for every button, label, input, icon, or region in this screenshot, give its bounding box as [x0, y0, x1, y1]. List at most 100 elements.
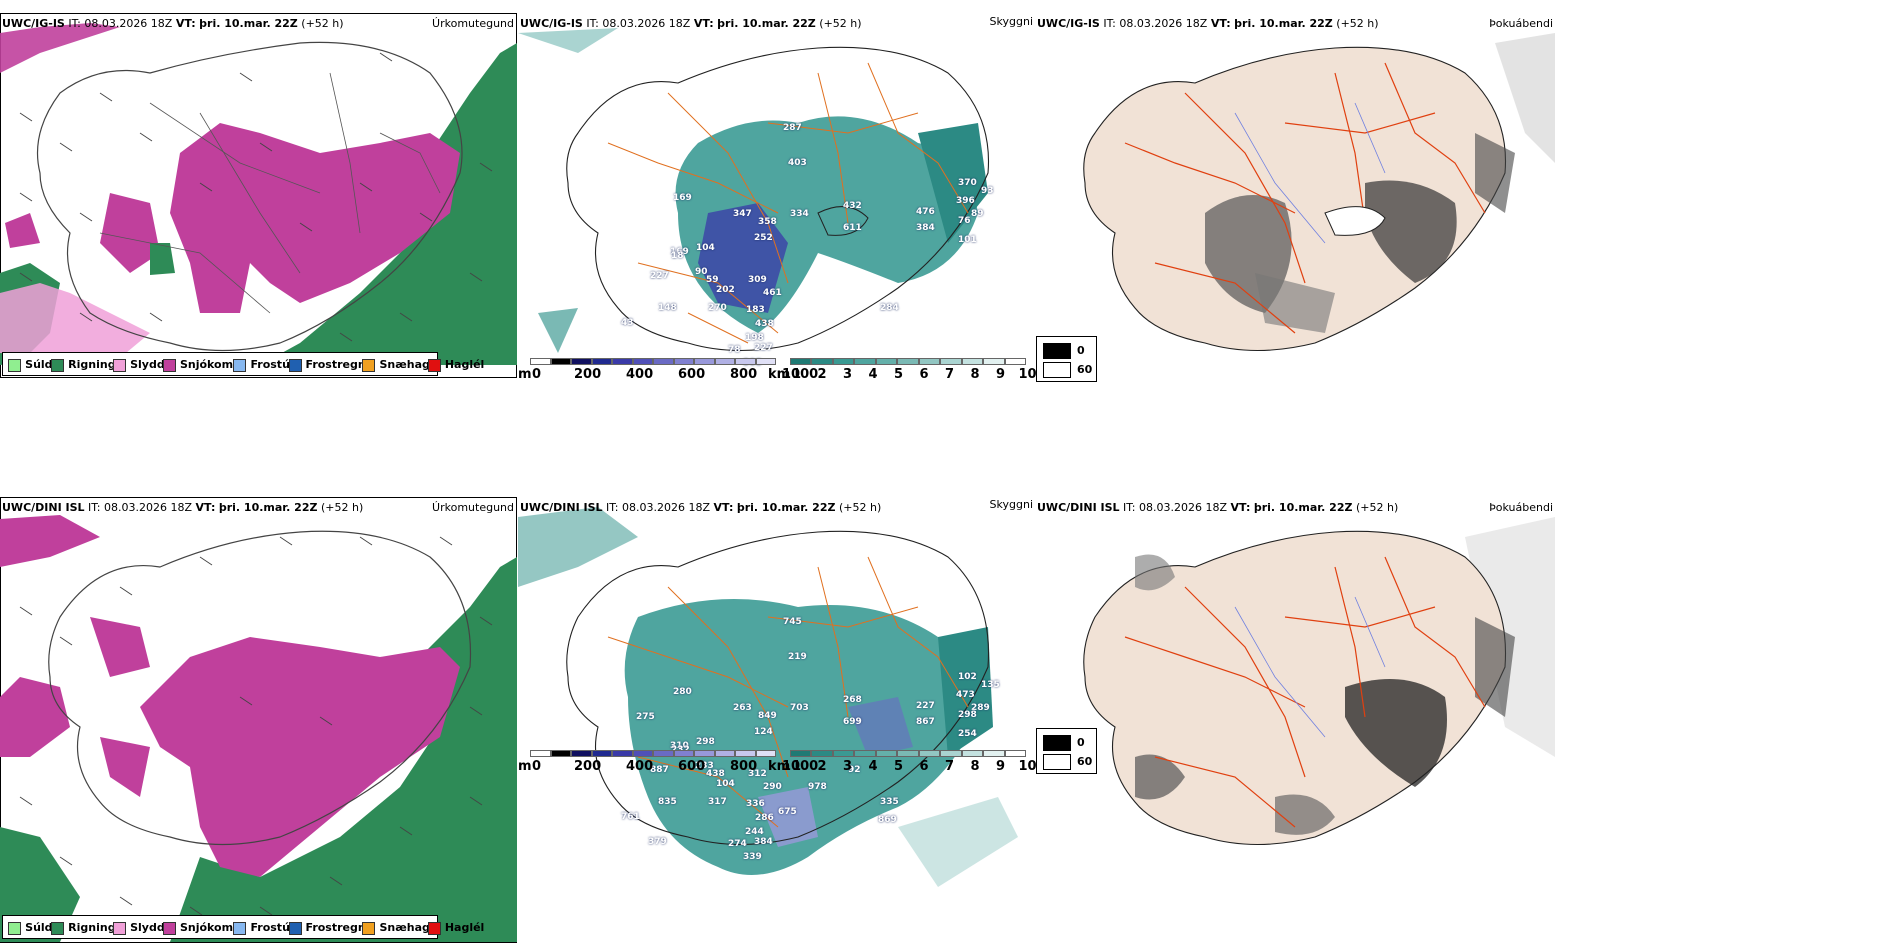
cloud-base-value: 310	[670, 741, 689, 751]
cloud-base-value: 89	[971, 209, 984, 219]
colorbar-segment	[530, 358, 551, 365]
colorbar-tick: 200	[574, 367, 602, 382]
legend-label: Snjókoma	[179, 921, 241, 934]
legend-swatch	[8, 358, 22, 372]
cloud-base-value: 275	[636, 712, 655, 722]
colorbar-tick: 0	[532, 367, 542, 382]
cloud-base-value: 745	[783, 617, 802, 627]
cloud-base-panel-bottom: Skyggni 745 219 280 268 703 849 699 227 867 254 10…	[518, 497, 1035, 897]
colorbar-segment	[714, 358, 735, 365]
colorbar-tick: 9	[996, 759, 1006, 774]
precip-legend-item: Snjókoma	[162, 358, 241, 372]
cloud-base-map	[518, 497, 1035, 897]
cloud-base-value: 312	[748, 769, 767, 779]
legend-label: Snjókoma	[179, 358, 241, 371]
cloud-base-value: 263	[733, 703, 752, 713]
fog-index-panel-top: UWC/IG-IS IT: 08.03.2026 18Z VT: þri. 10…	[1035, 13, 1555, 378]
colorbar-segment	[530, 750, 551, 757]
colorbar-tick: 1000	[782, 367, 819, 382]
cloud-base-value: 309	[748, 275, 767, 285]
colorbar-segment	[940, 358, 962, 365]
precip-legend-item: Súld	[8, 921, 53, 935]
colorbar-tick: 8	[970, 367, 980, 382]
cloud-base-value: 219	[788, 652, 807, 662]
cloud-base-value: 135	[981, 680, 1000, 690]
colorbar-segment	[875, 750, 898, 757]
legend-label: Slydda	[130, 358, 173, 371]
colorbar-tick: 10	[1018, 367, 1037, 382]
legend-label: Snæhagl	[379, 921, 434, 934]
colorbar-tick: 800	[730, 367, 758, 382]
colorbar-segment	[983, 750, 1005, 757]
product-label: Úrkomutegund	[432, 17, 514, 30]
cloud-base-value: 287	[783, 123, 802, 133]
colorbar-segment	[673, 358, 694, 365]
cloud-base-value: 104	[716, 779, 735, 789]
cloud-base-value: 336	[746, 799, 765, 809]
cloud-base-value: 298	[958, 710, 977, 720]
colorbar-segment	[811, 358, 833, 365]
precip-type-map	[0, 13, 517, 378]
cloud-base-value: 978	[808, 782, 827, 792]
legend-swatch	[427, 921, 441, 935]
cloud-base-value: 384	[916, 223, 935, 233]
cloud-base-map	[518, 13, 1035, 378]
colorbar-segment	[897, 358, 919, 365]
panel-title: UWC/DINI ISL IT: 08.03.2026 18Z VT: þri.…	[2, 501, 364, 514]
legend-label: Rigning	[68, 358, 116, 371]
colorbar-tick: 4	[868, 367, 878, 382]
product-label: Úrkomutegund	[432, 501, 514, 514]
legend-label: Súld	[25, 921, 53, 934]
cloud-base-value: 347	[733, 209, 752, 219]
colorbar-segment	[961, 358, 984, 365]
cloud-base-value: 92	[848, 765, 861, 775]
legend-swatch	[113, 358, 127, 372]
colorbar-segment	[632, 358, 653, 365]
legend-swatch	[8, 921, 22, 935]
legend-label: Frostregn	[305, 921, 366, 934]
cloud-base-value: 286	[755, 813, 774, 823]
legend-label: Rigning	[68, 921, 116, 934]
legend-label: Slydda	[130, 921, 173, 934]
colorbar-tick: 1	[792, 759, 802, 774]
colorbar-tick: 10	[1018, 759, 1037, 774]
legend-swatch	[162, 921, 176, 935]
cloud-base-value: 227	[650, 271, 669, 281]
colorbar-segment	[940, 750, 962, 757]
cloud-base-value: 252	[754, 233, 773, 243]
colorbar-tick: 7	[945, 759, 955, 774]
colorbar-segment	[632, 750, 653, 757]
cloud-base-value: 761	[621, 812, 640, 822]
legend-swatch	[1043, 362, 1071, 378]
colorbar-segment	[735, 358, 756, 365]
legend-label: Snæhagl	[379, 358, 434, 371]
colorbar-segment	[735, 750, 756, 757]
precip-type-legend: Súld Rigning Slydda Snjókoma Frostúði Frostre…	[2, 352, 484, 376]
precip-legend-item: Haglél	[427, 921, 484, 935]
cloud-base-value: 370	[958, 178, 977, 188]
colorbar-tick: 6	[919, 759, 929, 774]
cloud-base-value: 270	[708, 303, 727, 313]
colorbar-segment	[918, 750, 941, 757]
cloud-base-value: 384	[754, 837, 773, 847]
cloud-base-value: 334	[790, 209, 809, 219]
panel-title: UWC/IG-IS IT: 08.03.2026 18Z VT: þri. 10…	[2, 17, 344, 30]
colorbar-segment	[591, 358, 612, 365]
cloud-base-value: 124	[754, 727, 773, 737]
precip-legend-item: Súld	[8, 358, 53, 372]
cloud-base-value: 101	[958, 235, 977, 245]
cloud-base-value: 611	[843, 223, 862, 233]
colorbar-tick: 8	[970, 759, 980, 774]
colorbar-segment	[832, 358, 855, 365]
precip-legend-item: Haglél	[427, 358, 484, 372]
precip-legend-item: Slydda	[113, 921, 172, 935]
colorbar-segment	[897, 750, 919, 757]
cloud-base-value: 18	[671, 251, 684, 261]
cloud-base-value: 339	[743, 852, 762, 862]
colorbar-segment	[653, 358, 674, 365]
cloud-base-value: 358	[758, 217, 777, 227]
colorbar-tick: 0	[532, 759, 542, 774]
precip-type-legend: Súld Rigning Slydda Snjókoma Frostúði Frostre…	[2, 915, 484, 939]
cloud-base-value: 403	[788, 158, 807, 168]
precip-type-panel-bottom: UWC/DINI ISL IT: 08.03.2026 18Z VT: þri.…	[0, 497, 518, 947]
